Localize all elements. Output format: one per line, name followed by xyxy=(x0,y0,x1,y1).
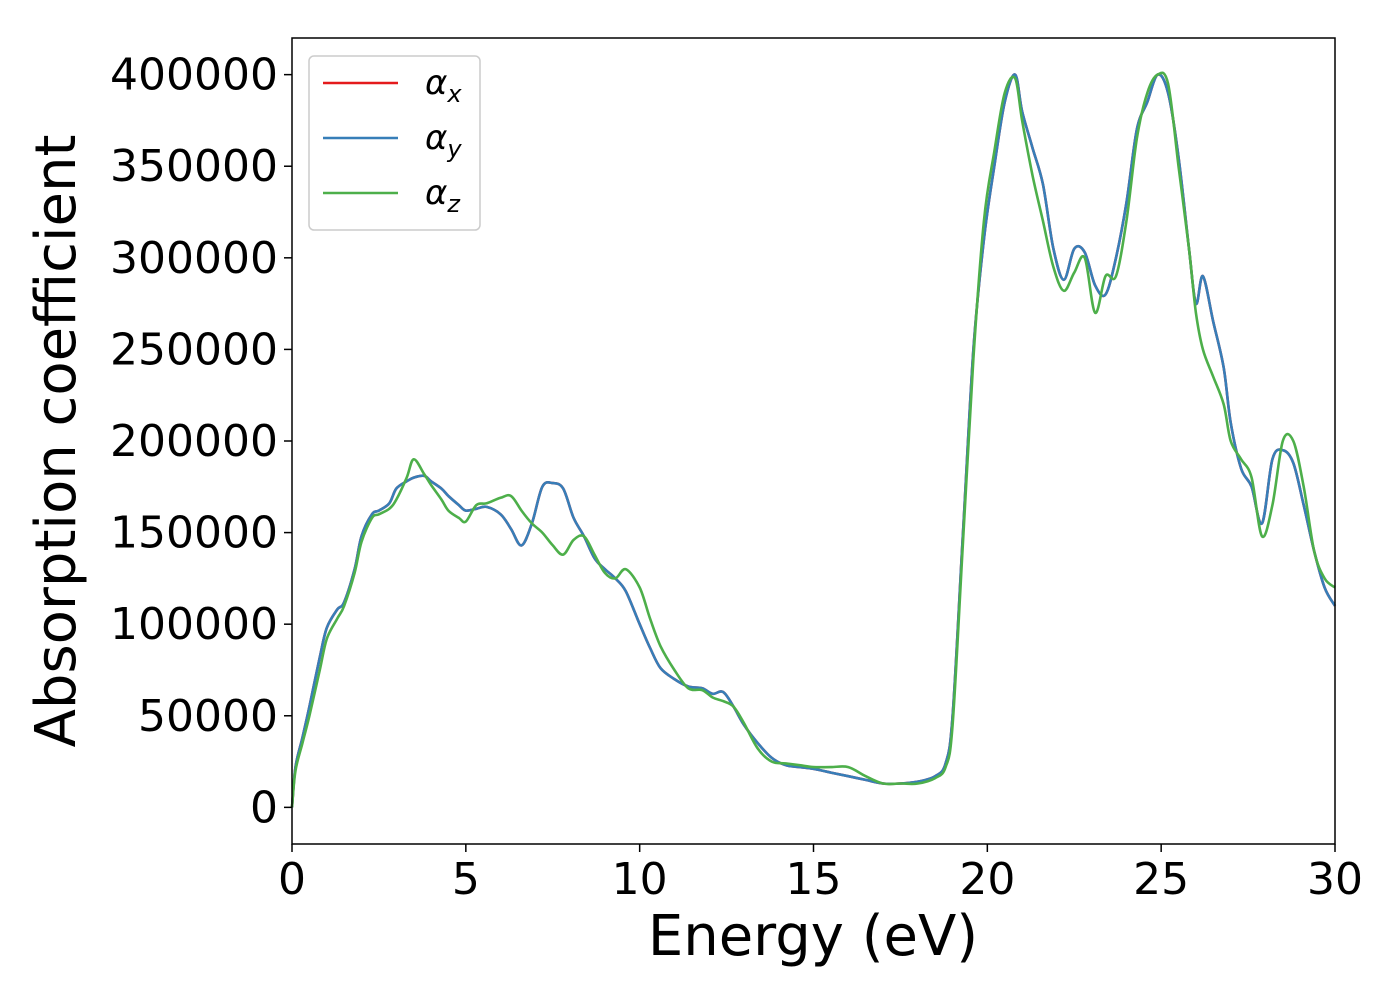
y-tick-label: 150000 xyxy=(110,508,278,559)
y-tick-label: 300000 xyxy=(110,233,278,284)
y-tick-label: 100000 xyxy=(110,599,278,650)
x-axis: 0 5 10 15 20 25 30 xyxy=(278,844,1363,905)
legend-label: αz xyxy=(425,173,461,218)
legend: αx αy αz xyxy=(308,55,481,231)
x-axis-title: Energy (eV) xyxy=(648,904,978,969)
x-tick-label: 30 xyxy=(1307,854,1363,905)
legend-label: αx xyxy=(425,63,462,108)
x-tick-label: 25 xyxy=(1133,854,1189,905)
y-axis-title: Absorption coefficient xyxy=(24,135,89,748)
legend-label: αy xyxy=(425,118,462,163)
y-tick-label: 400000 xyxy=(110,50,278,101)
y-tick-label: 0 xyxy=(250,782,278,833)
x-tick-label: 0 xyxy=(278,854,306,905)
y-tick-label: 50000 xyxy=(138,691,278,742)
series-line-3 xyxy=(290,71,1336,808)
y-tick-label: 350000 xyxy=(110,141,278,192)
x-tick-label: 10 xyxy=(612,854,668,905)
y-axis: 0 50000 100000 150000 200000 250000 300000 3500… xyxy=(110,50,292,833)
x-tick-label: 15 xyxy=(786,854,842,905)
y-tick-label: 250000 xyxy=(110,324,278,375)
x-tick-label: 5 xyxy=(452,854,480,905)
series-layer xyxy=(290,71,1337,808)
legend-box xyxy=(308,55,481,231)
y-tick-label: 200000 xyxy=(110,416,278,467)
x-tick-label: 20 xyxy=(959,854,1015,905)
